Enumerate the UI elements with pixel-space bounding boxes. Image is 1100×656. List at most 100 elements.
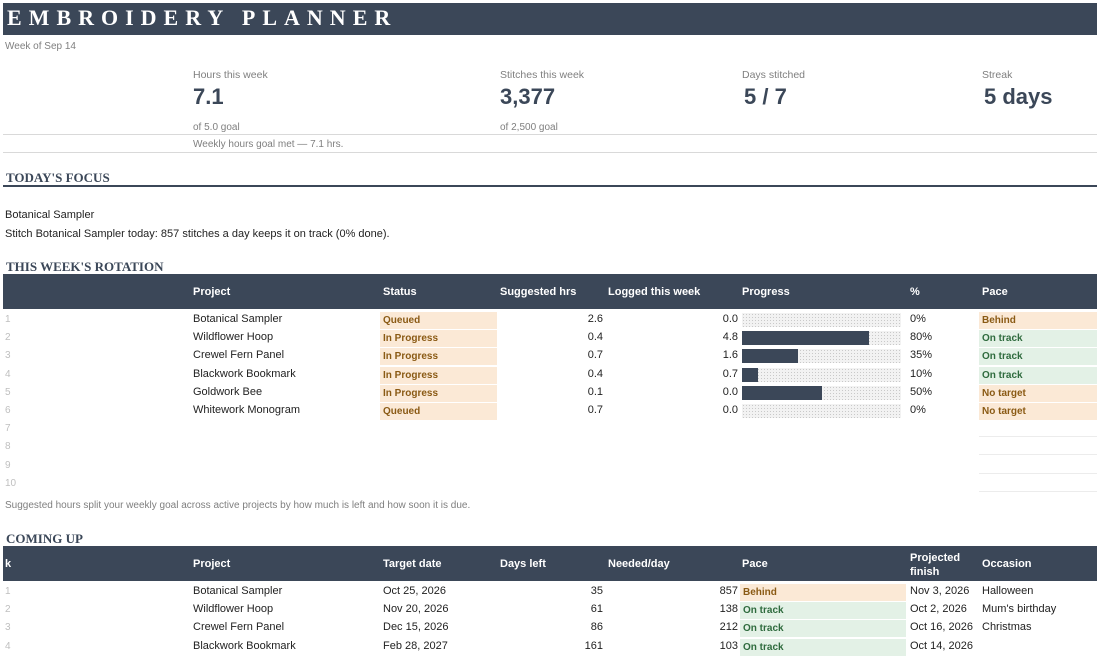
app-title: EMBROIDERY PLANNER (7, 5, 398, 30)
progress-bar (742, 331, 901, 345)
stitches-kpi-value: 3,377 (500, 84, 556, 109)
stitches-kpi-label: Stitches this week (500, 69, 585, 81)
progress-fill (742, 368, 758, 382)
needed-per-day: 103 (719, 640, 738, 652)
empty-pace-cell (979, 491, 1097, 492)
progress-percent: 35% (910, 349, 933, 361)
rotation-header-pace: Pace (982, 286, 1008, 298)
rotation-project[interactable]: Crewel Fern Panel (193, 349, 285, 361)
row-number: 10 (5, 478, 17, 489)
occasion: Mum's birthday (982, 603, 1057, 615)
logged-hours: 0.7 (722, 368, 738, 380)
pace-badge: No target (979, 385, 1097, 402)
rotation-project[interactable]: Wildflower Hoop (193, 331, 274, 343)
projected-finish: Oct 16, 2026 (910, 621, 973, 633)
rotation-header-suggested: Suggested hrs (500, 286, 577, 298)
rotation-header-progress: Progress (742, 286, 790, 298)
goal-note: Weekly hours goal met — 7.1 hrs. (193, 139, 344, 150)
coming-project[interactable]: Wildflower Hoop (193, 603, 274, 615)
days-left: 86 (590, 621, 603, 633)
row-number: 3 (5, 350, 11, 361)
row-number: 4 (5, 369, 11, 380)
pace-badge: On track (740, 639, 906, 656)
projected-finish: Oct 14, 2026 (910, 640, 973, 652)
row-number: 9 (5, 460, 11, 471)
status-badge: Queued (380, 312, 497, 329)
hours-kpi-label: Hours this week (193, 69, 268, 81)
progress-fill (742, 386, 822, 400)
rotation-header-pct: % (910, 286, 920, 298)
streak-kpi-label: Streak (982, 69, 1013, 81)
row-number: 2 (5, 604, 11, 615)
focus-section-rule (3, 185, 1097, 187)
status-badge: In Progress (380, 330, 497, 347)
progress-percent: 10% (910, 368, 933, 380)
coming-project[interactable]: Botanical Sampler (193, 585, 283, 597)
status-badge: In Progress (380, 367, 497, 384)
rotation-project[interactable]: Blackwork Bookmark (193, 368, 296, 380)
suggested-hours: 0.4 (587, 368, 603, 380)
days-left: 161 (584, 640, 603, 652)
week-label: Week of Sep 14 (5, 41, 76, 52)
pace-badge: Behind (979, 312, 1097, 329)
status-badge: In Progress (380, 348, 497, 365)
coming-up-section-title: COMING UP (6, 531, 83, 546)
pace-badge: On track (979, 330, 1097, 347)
days-kpi-label: Days stitched (742, 69, 806, 81)
status-badge: In Progress (380, 385, 497, 402)
coming-header-projected: Projected finish (910, 552, 961, 578)
row-number: 1 (5, 586, 11, 597)
projected-finish: Oct 2, 2026 (910, 603, 967, 615)
logged-hours: 0.0 (722, 386, 738, 398)
title-bar (3, 3, 1097, 35)
needed-per-day: 857 (719, 585, 738, 597)
logged-hours: 4.8 (722, 331, 738, 343)
progress-fill (742, 349, 798, 363)
target-date: Dec 15, 2026 (383, 621, 449, 633)
suggested-hours: 0.4 (587, 331, 603, 343)
coming-header-occasion: Occasion (982, 558, 1032, 570)
hours-kpi-value: 7.1 (193, 84, 224, 109)
rotation-project[interactable]: Botanical Sampler (193, 313, 283, 325)
logged-hours: 1.6 (722, 349, 738, 361)
target-date: Nov 20, 2026 (383, 603, 449, 615)
progress-percent: 0% (910, 313, 926, 325)
coming-header-project: Project (193, 558, 231, 570)
rotation-header-logged: Logged this week (608, 286, 701, 298)
progress-percent: 80% (910, 331, 933, 343)
suggested-hours: 0.7 (587, 349, 603, 361)
coming-header-days-left: Days left (500, 558, 546, 570)
target-date: Oct 25, 2026 (383, 585, 446, 597)
rotation-section-title: THIS WEEK'S ROTATION (6, 259, 164, 274)
pace-badge: On track (979, 367, 1097, 384)
row-number: 3 (5, 622, 11, 633)
status-badge: Queued (380, 403, 497, 420)
pace-badge: On track (740, 620, 906, 637)
rotation-note: Suggested hours split your weekly goal a… (5, 500, 471, 511)
occasion: Halloween (982, 585, 1034, 597)
coming-up-table-header (3, 546, 1097, 581)
progress-percent: 50% (910, 386, 933, 398)
days-kpi-value: 5 / 7 (744, 84, 787, 109)
logged-hours: 0.0 (722, 313, 738, 325)
rotation-project[interactable]: Whitework Monogram (193, 404, 300, 416)
coming-header-pace: Pace (742, 558, 768, 570)
progress-percent: 0% (910, 404, 926, 416)
coming-project[interactable]: Crewel Fern Panel (193, 621, 285, 633)
empty-pace-cell (979, 454, 1097, 455)
pace-badge: On track (979, 348, 1097, 365)
suggested-hours: 0.1 (587, 386, 603, 398)
row-number: 1 (5, 314, 11, 325)
row-number: 4 (5, 641, 11, 652)
row-number: 7 (5, 423, 11, 434)
target-date: Feb 28, 2027 (383, 640, 448, 652)
rotation-project[interactable]: Goldwork Bee (193, 386, 263, 398)
logged-hours: 0.0 (722, 404, 738, 416)
focus-section-title: TODAY'S FOCUS (6, 170, 110, 185)
coming-project[interactable]: Blackwork Bookmark (193, 640, 296, 652)
row-number: 2 (5, 332, 11, 343)
days-left: 35 (590, 585, 603, 597)
needed-per-day: 212 (719, 621, 738, 633)
progress-bar (742, 404, 901, 418)
focus-project: Botanical Sampler (5, 209, 95, 221)
